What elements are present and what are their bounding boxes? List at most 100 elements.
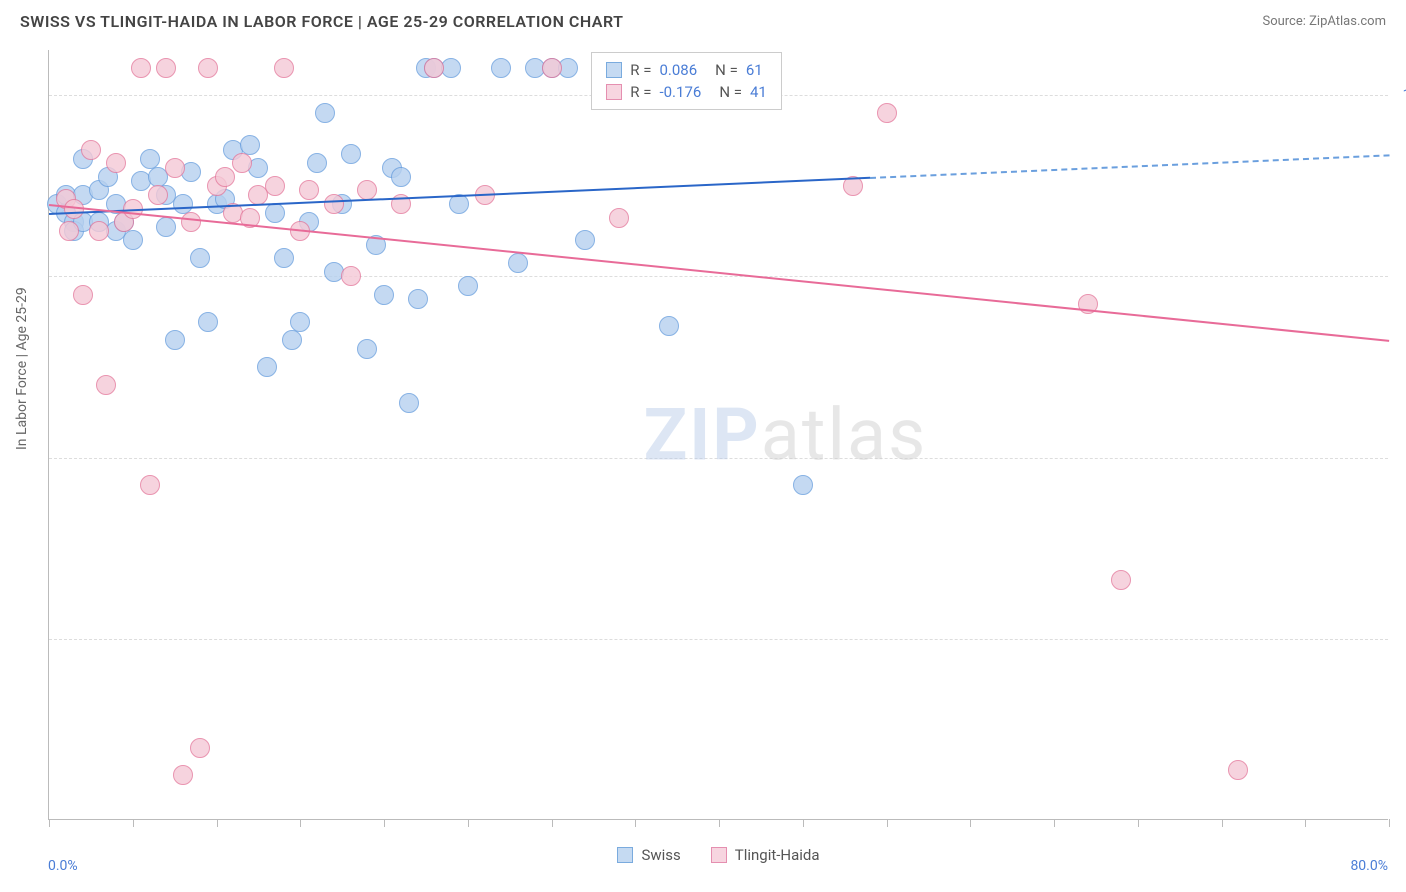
scatter-point (123, 230, 143, 250)
chart-title: SWISS VS TLINGIT-HAIDA IN LABOR FORCE | … (20, 12, 623, 31)
scatter-point (190, 738, 210, 758)
x-tick (1054, 819, 1055, 827)
scatter-point (131, 58, 151, 78)
scatter-point (173, 765, 193, 785)
series-swatch (606, 84, 622, 100)
scatter-point (156, 217, 176, 237)
x-tick (635, 819, 636, 827)
scatter-point (609, 208, 629, 228)
scatter-point (341, 144, 361, 164)
x-tick (1389, 819, 1390, 827)
regression-line (49, 204, 1389, 342)
x-tick (468, 819, 469, 827)
x-tick-label-max: 80.0% (1350, 858, 1388, 874)
scatter-point (165, 158, 185, 178)
legend-label: Swiss (641, 846, 680, 864)
stats-row: R =-0.176N =41 (606, 81, 767, 103)
stat-n: 61 (746, 61, 763, 79)
gridline (49, 639, 1388, 640)
x-tick (719, 819, 720, 827)
scatter-point (299, 180, 319, 200)
scatter-point (408, 289, 428, 309)
scatter-point (140, 149, 160, 169)
scatter-point (156, 58, 176, 78)
scatter-point (391, 167, 411, 187)
x-tick (1138, 819, 1139, 827)
stat-r: 0.086 (659, 61, 697, 79)
x-tick (133, 819, 134, 827)
x-tick-label-min: 0.0% (48, 858, 78, 874)
scatter-point (491, 58, 511, 78)
scatter-point (257, 357, 277, 377)
scatter-point (575, 230, 595, 250)
scatter-point (1111, 570, 1131, 590)
x-tick (1305, 819, 1306, 827)
scatter-point (793, 475, 813, 495)
x-tick (49, 819, 50, 827)
x-tick (1222, 819, 1223, 827)
scatter-point (315, 103, 335, 123)
y-tick-label: 100.0% (1403, 87, 1406, 103)
legend-item: Swiss (617, 846, 680, 864)
scatter-point (106, 153, 126, 173)
legend-item: Tlingit-Haida (711, 846, 820, 864)
scatter-point (89, 221, 109, 241)
scatter-point (341, 266, 361, 286)
legend-swatch (711, 847, 727, 863)
scatter-point (374, 285, 394, 305)
scatter-point (232, 153, 252, 173)
x-tick (300, 819, 301, 827)
scatter-point (324, 194, 344, 214)
stats-row: R =0.086N =61 (606, 59, 767, 81)
scatter-point (59, 221, 79, 241)
scatter-point (282, 330, 302, 350)
stat-n: 41 (750, 83, 767, 101)
gridline (49, 276, 1388, 277)
scatter-point (1228, 760, 1248, 780)
stats-legend-box: R =0.086N =61R =-0.176N =41 (591, 52, 782, 110)
x-tick (217, 819, 218, 827)
x-tick (384, 819, 385, 827)
scatter-point (274, 248, 294, 268)
scatter-point (81, 140, 101, 160)
stat-r: -0.176 (659, 83, 701, 101)
scatter-point (357, 180, 377, 200)
x-tick (970, 819, 971, 827)
series-swatch (606, 62, 622, 78)
x-tick (887, 819, 888, 827)
scatter-point (173, 194, 193, 214)
scatter-point (274, 58, 294, 78)
scatter-point (290, 312, 310, 332)
scatter-point (399, 393, 419, 413)
legend-label: Tlingit-Haida (735, 846, 820, 864)
scatter-point (198, 312, 218, 332)
scatter-point (181, 212, 201, 232)
scatter-point (215, 167, 235, 187)
gridline (49, 458, 1388, 459)
scatter-point (198, 58, 218, 78)
scatter-point (357, 339, 377, 359)
y-axis-label: In Labor Force | Age 25-29 (14, 287, 30, 450)
scatter-point (190, 248, 210, 268)
scatter-point (73, 285, 93, 305)
scatter-point (240, 135, 260, 155)
scatter-point (140, 475, 160, 495)
scatter-point (165, 330, 185, 350)
scatter-point (458, 276, 478, 296)
legend: Swiss Tlingit-Haida (49, 846, 1388, 864)
scatter-point (148, 185, 168, 205)
scatter-point (542, 58, 562, 78)
scatter-point (265, 176, 285, 196)
scatter-point (424, 58, 444, 78)
x-tick (552, 819, 553, 827)
plot-area: 40.0%60.0%80.0%100.0% ZIPatlas R =0.086N… (48, 50, 1388, 820)
legend-swatch (617, 847, 633, 863)
scatter-point (307, 153, 327, 173)
scatter-point (508, 253, 528, 273)
chart-source: Source: ZipAtlas.com (1262, 14, 1386, 29)
scatter-point (659, 316, 679, 336)
regression-line (870, 154, 1389, 179)
scatter-point (265, 203, 285, 223)
scatter-point (877, 103, 897, 123)
x-tick (803, 819, 804, 827)
